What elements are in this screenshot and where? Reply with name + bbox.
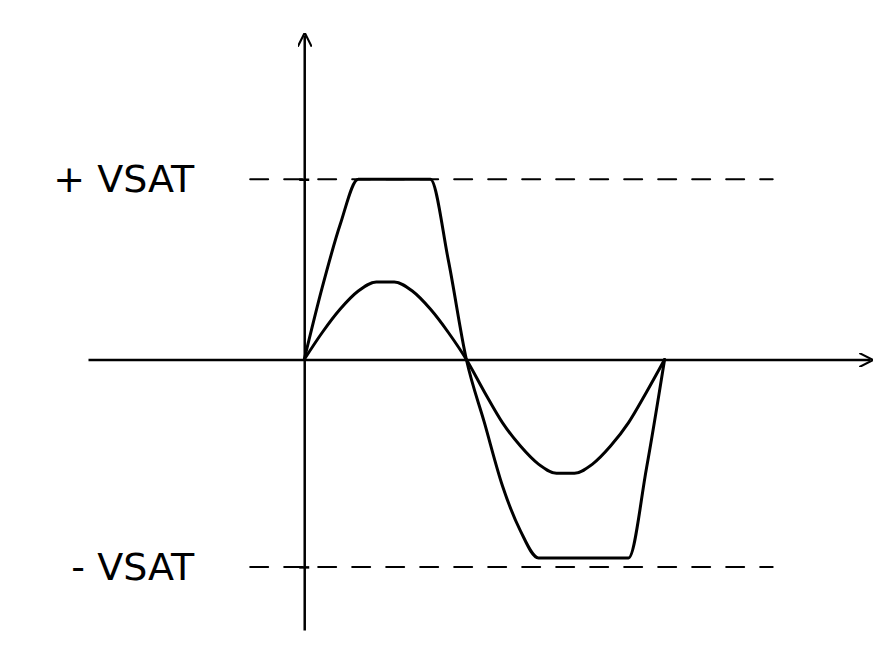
y-tick-mark (299, 566, 309, 569)
grid-line (250, 178, 773, 180)
y-tick-mark (299, 178, 309, 181)
grid (250, 179, 773, 567)
series-line (304, 282, 664, 473)
y-tick: + VSAT (53, 157, 309, 201)
y-axis-line (303, 36, 306, 631)
y-axis: + VSAT - VSAT (53, 36, 309, 631)
y-tick-label: + VSAT (53, 157, 195, 201)
y-tick: - VSAT (71, 545, 309, 589)
x-axis (89, 360, 871, 361)
series-line (304, 179, 664, 558)
plot-area (304, 179, 664, 558)
x-axis-line (89, 359, 871, 362)
y-tick-label: - VSAT (71, 545, 195, 589)
chart: + VSAT - VSAT (0, 0, 887, 646)
grid-line (250, 566, 773, 568)
